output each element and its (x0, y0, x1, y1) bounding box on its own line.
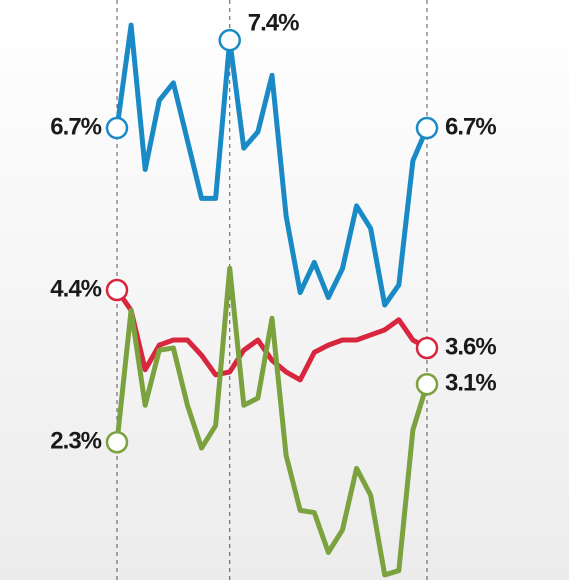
point-marker (105, 278, 129, 302)
series-line (114, 288, 429, 383)
point-marker (415, 336, 439, 360)
value-label: 6.7% (50, 113, 101, 140)
value-label: 6.7% (445, 113, 496, 140)
value-label: 7.4% (248, 10, 299, 37)
value-label: 3.6% (445, 333, 496, 360)
point-marker (105, 431, 129, 454)
value-label: 2.3% (50, 428, 101, 455)
series-line (114, 22, 430, 308)
point-marker (218, 28, 241, 52)
point-marker (415, 116, 439, 140)
value-label: 3.1% (445, 370, 496, 397)
series-line (114, 265, 430, 578)
point-marker (105, 116, 129, 140)
point-marker (415, 373, 439, 396)
value-label: 4.4% (50, 275, 101, 302)
